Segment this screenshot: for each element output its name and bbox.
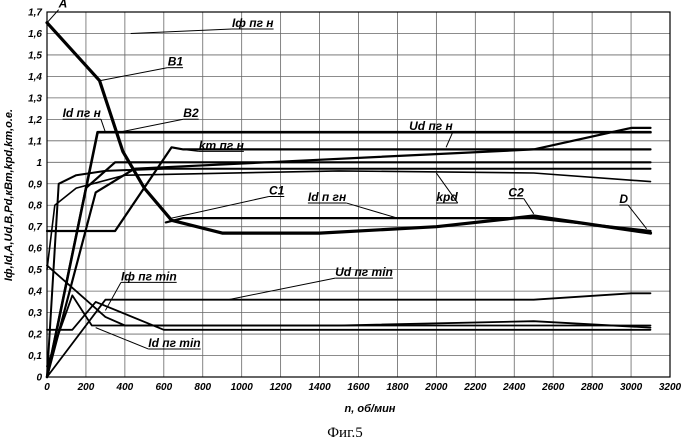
y-tick-label: 0,1 <box>28 351 42 362</box>
x-tick-label: 1000 <box>231 382 254 393</box>
annotation-label: C2 <box>508 186 524 200</box>
x-tick-label: 1800 <box>386 382 409 393</box>
annotation-leader <box>119 119 183 132</box>
annotation-label: Id пг н <box>63 106 102 120</box>
y-tick-label: 1,1 <box>28 136 42 147</box>
y-tick-label: 1,4 <box>28 72 42 83</box>
series-line-4 <box>47 128 651 377</box>
annotation-label: B2 <box>183 106 199 120</box>
y-tick-label: 0 <box>36 373 42 384</box>
annotation-leader <box>172 197 269 219</box>
y-tick-label: 0,8 <box>28 201 42 212</box>
annotation-label: Id п гн <box>308 190 347 204</box>
tick-labels: 0 200 400 600 800 1000 1200 1400 1600 1800 2000 220… <box>28 8 681 394</box>
y-tick-label: 1,5 <box>28 50 42 61</box>
y-tick-label: 1,3 <box>28 93 42 104</box>
series-line-1 <box>47 23 651 233</box>
annotation-label: B1 <box>168 55 184 69</box>
x-tick-label: 800 <box>194 382 211 393</box>
x-tick-label: 0 <box>44 382 50 393</box>
annotation-label: kpd <box>436 190 458 204</box>
x-tick-label: 2000 <box>424 382 448 393</box>
y-tick-label: 1,7 <box>28 8 42 19</box>
x-tick-label: 2800 <box>580 382 604 393</box>
x-tick-label: 400 <box>116 382 134 393</box>
x-tick-label: 2600 <box>541 382 565 393</box>
series-group <box>47 23 651 377</box>
y-tick-label: 0,2 <box>28 330 42 341</box>
x-tick-label: 1600 <box>347 382 370 393</box>
y-tick-label: 0,7 <box>28 222 42 233</box>
annotation-label: C1 <box>269 184 285 198</box>
x-tick-label: 3000 <box>620 382 643 393</box>
y-tick-label: 1,2 <box>28 115 42 126</box>
annotation-label: D <box>619 192 628 206</box>
annotation-label: Ud пг н <box>409 119 453 133</box>
y-tick-label: 0,4 <box>28 287 42 298</box>
annotation-leader <box>100 68 168 81</box>
annotation-label: Iф пг min <box>121 269 177 283</box>
x-tick-label: 3200 <box>659 382 682 393</box>
annotation-leader <box>131 29 232 33</box>
y-tick-label: 1 <box>36 158 42 169</box>
x-tick-label: 2400 <box>502 382 526 393</box>
y-tick-label: 1,6 <box>28 29 42 40</box>
annotation-leader <box>524 199 534 214</box>
x-tick-label: 600 <box>155 382 172 393</box>
annotation-label: Iф пг н <box>232 16 274 30</box>
annotation-leader <box>96 328 149 349</box>
annotation-leader <box>228 278 335 300</box>
annotation-label: Ud пг min <box>335 265 393 279</box>
figure-caption: Фиг.5 <box>327 425 363 441</box>
series-line-9 <box>47 293 651 377</box>
annotation-label: Id пг min <box>148 336 200 350</box>
y-tick-label: 0,6 <box>28 244 42 255</box>
annotation-leader <box>105 282 121 310</box>
annotation-label: A <box>58 0 68 11</box>
y-tick-label: 0,3 <box>28 308 42 319</box>
x-tick-label: 2200 <box>463 382 487 393</box>
annotation-label: km пг н <box>199 138 245 152</box>
x-tick-label: 1400 <box>308 382 331 393</box>
x-tick-label: 200 <box>77 382 95 393</box>
annotation-leader <box>101 119 106 132</box>
annotation-leader <box>446 132 453 147</box>
x-axis-title: n, об/мин <box>345 403 396 415</box>
x-tick-label: 1200 <box>270 382 293 393</box>
y-tick-label: 0,9 <box>28 179 42 190</box>
y-axis-title: Iф,Id,A,Ud,B,Pd,кВт,kpd,km,o.e. <box>3 109 15 281</box>
y-tick-label: 0,5 <box>28 265 42 276</box>
